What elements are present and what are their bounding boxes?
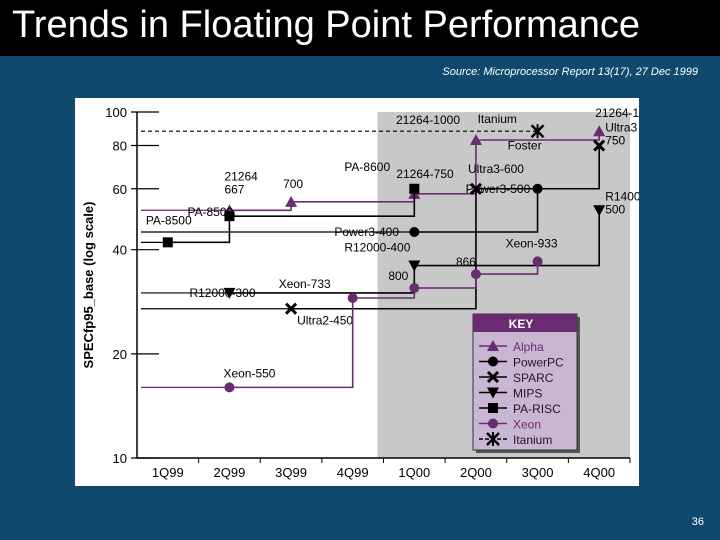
legend-header: [473, 314, 577, 332]
point-label-mips: R12000-300: [189, 286, 255, 300]
point-label-xeon: Xeon-933: [506, 236, 558, 250]
point-label-pa-risc: PA-8600: [344, 160, 390, 174]
legend-marker: [487, 387, 499, 399]
point-label-powerpc: Power3-400: [334, 225, 399, 239]
point-mips: [408, 260, 421, 272]
y-tick-label: 100: [105, 105, 127, 120]
point-label-mips: R12000-400: [344, 241, 410, 255]
page-number: 36: [691, 516, 704, 528]
point-xeon: [409, 282, 420, 293]
x-tick-label: 3Q99: [275, 465, 307, 480]
performance-chart: 10 20 40 60 80 100 1Q99 2Q99 3Q99 4Q99 1Q00 2Q00 3Q0…: [81, 105, 659, 480]
point-pa-risc: [224, 211, 235, 222]
legend-entry: Itanium: [513, 433, 552, 447]
y-tick-label: 40: [113, 243, 127, 258]
legend-entry: Alpha: [513, 340, 544, 354]
y-tick-label: 20: [113, 347, 127, 362]
annotation-label: Foster: [508, 138, 542, 152]
point-label-xeon: 800: [388, 269, 408, 283]
point-label-alpha: 21264-1000: [396, 113, 460, 127]
legend-entry: PowerPC: [513, 356, 564, 370]
legend-marker: [487, 340, 499, 351]
point-xeon: [532, 256, 543, 267]
point-alpha: [593, 125, 606, 137]
point-mips: [223, 287, 236, 299]
point-mips: [593, 205, 606, 217]
x-tick-label: 2Q99: [214, 465, 246, 480]
point-label-xeon: Xeon-550: [223, 366, 275, 380]
legend-marker: [486, 370, 500, 384]
title-bar: [0, 0, 720, 56]
point-itanium: [530, 124, 545, 139]
y-tick-label: 80: [113, 139, 127, 154]
point-label-sparc: Ultra2-450: [297, 314, 353, 328]
point-sparc: [469, 182, 482, 195]
point-label-alpha: 700: [283, 177, 303, 191]
legend-title: KEY: [509, 317, 534, 331]
point-sparc-b: [285, 302, 298, 315]
series-line-powerpc: [414, 188, 539, 233]
point-pa-risc: [162, 237, 173, 248]
legend-marker: [488, 356, 498, 367]
point-label-pa-risc: PA-8500: [187, 205, 233, 219]
x-tick-label: 4Q99: [337, 465, 369, 480]
point-label-xeon: Xeon-733: [279, 277, 331, 291]
point-powerpc: [409, 226, 420, 237]
point-pa-risc: [409, 183, 420, 194]
point-xeon: [347, 293, 358, 304]
point-label-alpha: 21264-750: [396, 167, 454, 181]
legend-marker-b: [486, 370, 500, 384]
point-label-mips: R14000500: [605, 189, 639, 216]
legend-entry: MIPS: [513, 387, 542, 401]
legend-entry: Xeon: [513, 418, 541, 432]
legend-marker: [488, 418, 498, 429]
point-xeon: [470, 269, 481, 280]
y-tick-label: 10: [113, 451, 127, 466]
y-tick-label: 60: [113, 182, 127, 197]
point-label-xeon: 866: [456, 255, 476, 269]
point-sparc-b: [469, 182, 482, 195]
legend-marker: [488, 403, 498, 413]
slide-title: Trends in Floating Point Performance: [12, 4, 641, 46]
point-sparc-b: [593, 139, 606, 152]
point-label-alpha: 21264 667: [224, 169, 258, 196]
legend-entry: PA-RISC: [513, 402, 561, 416]
point-alpha: [469, 133, 482, 145]
point-label-alpha: 21264-1100: [595, 106, 639, 120]
chart-panel: 10 20 40 60 80 100 1Q99 2Q99 3Q99 4Q99 1Q00 2Q00 3Q0…: [75, 98, 659, 486]
point-label-itanium: Itanium: [478, 112, 517, 126]
x-tick-label: 1Q99: [152, 465, 184, 480]
x-tick-label: 1Q00: [398, 465, 430, 480]
source-citation: Source: Microprocessor Report 13(17), 27…: [442, 66, 698, 78]
legend-entry: SPARC: [513, 371, 554, 385]
x-tick-label: 2Q00: [460, 465, 492, 480]
point-alpha: [285, 195, 298, 207]
point-label-pa-risc: PA-8500: [146, 213, 192, 227]
legend-marker: [486, 432, 500, 446]
point-label-sparc: Ultra3 750: [605, 121, 637, 148]
point-xeon: [224, 382, 235, 393]
x-tick-label: 3Q00: [522, 465, 554, 480]
point-label-sparc: Ultra3-600: [468, 162, 524, 176]
y-axis-label: SPECfp95_base (log scale): [81, 202, 96, 369]
point-sparc: [593, 139, 606, 152]
point-sparc: [285, 302, 298, 315]
x-tick-label: 4Q00: [583, 465, 615, 480]
